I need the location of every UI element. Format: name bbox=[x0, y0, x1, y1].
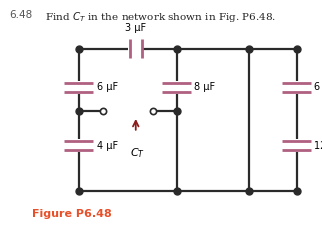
Text: 8 μF: 8 μF bbox=[194, 83, 215, 92]
Text: 12 μF: 12 μF bbox=[314, 141, 322, 151]
Text: 6 μF: 6 μF bbox=[97, 83, 121, 92]
Text: 4 μF: 4 μF bbox=[97, 141, 121, 151]
Text: Figure P6.48: Figure P6.48 bbox=[32, 209, 112, 219]
Text: 6.48: 6.48 bbox=[10, 10, 33, 20]
Text: $C_T$: $C_T$ bbox=[130, 146, 145, 160]
Text: Find $C_T$ in the network shown in Fig. P6.48.: Find $C_T$ in the network shown in Fig. … bbox=[45, 10, 276, 24]
Text: 3 μF: 3 μF bbox=[125, 23, 146, 33]
Text: 6 μF: 6 μF bbox=[314, 83, 322, 92]
